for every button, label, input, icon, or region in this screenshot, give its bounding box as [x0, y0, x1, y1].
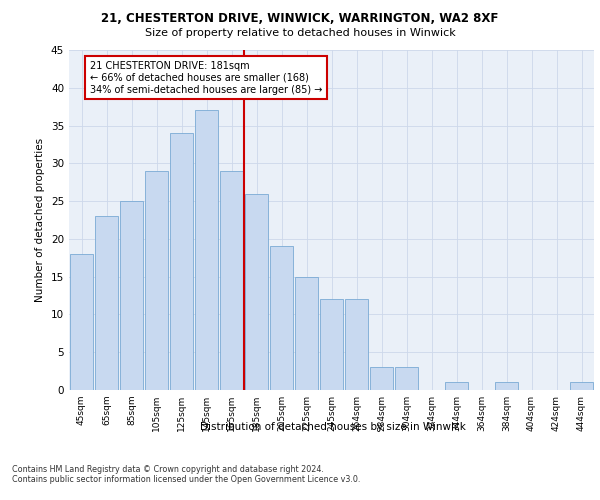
Bar	[95, 216, 118, 390]
Bar	[569, 382, 593, 390]
Bar	[194, 110, 218, 390]
Text: 21, CHESTERTON DRIVE, WINWICK, WARRINGTON, WA2 8XF: 21, CHESTERTON DRIVE, WINWICK, WARRINGTO…	[101, 12, 499, 26]
Bar	[445, 382, 469, 390]
Bar	[295, 276, 319, 390]
Y-axis label: Number of detached properties: Number of detached properties	[35, 138, 46, 302]
Bar	[245, 194, 268, 390]
Text: Distribution of detached houses by size in Winwick: Distribution of detached houses by size …	[200, 422, 466, 432]
Bar	[70, 254, 94, 390]
Bar	[344, 300, 368, 390]
Text: 21 CHESTERTON DRIVE: 181sqm
← 66% of detached houses are smaller (168)
34% of se: 21 CHESTERTON DRIVE: 181sqm ← 66% of det…	[90, 62, 323, 94]
Text: Contains HM Land Registry data © Crown copyright and database right 2024.
Contai: Contains HM Land Registry data © Crown c…	[12, 465, 361, 484]
Bar	[119, 201, 143, 390]
Bar	[320, 300, 343, 390]
Bar	[170, 133, 193, 390]
Bar	[494, 382, 518, 390]
Bar	[269, 246, 293, 390]
Bar	[395, 368, 418, 390]
Bar	[145, 171, 169, 390]
Bar	[220, 171, 244, 390]
Bar	[370, 368, 394, 390]
Text: Size of property relative to detached houses in Winwick: Size of property relative to detached ho…	[145, 28, 455, 38]
